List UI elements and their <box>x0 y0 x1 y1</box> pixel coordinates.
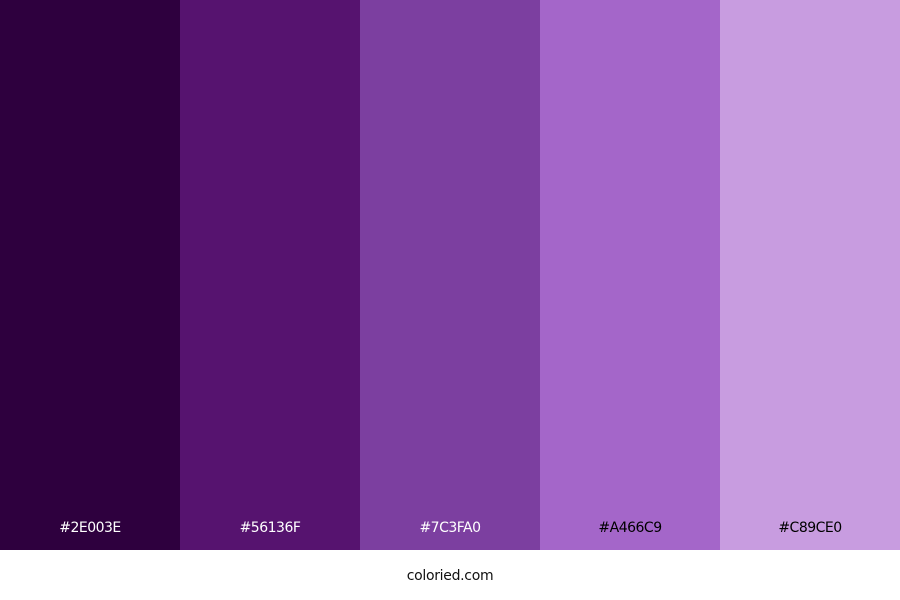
color-swatch[interactable]: #2E003E <box>0 0 180 550</box>
swatch-hex-label: #7C3FA0 <box>419 520 481 536</box>
swatch-hex-label: #56136F <box>239 520 301 536</box>
palette-swatches: #2E003E #56136F #7C3FA0 #A466C9 #C89CE0 <box>0 0 900 550</box>
color-swatch[interactable]: #C89CE0 <box>720 0 900 550</box>
swatch-hex-label: #C89CE0 <box>778 520 842 536</box>
color-swatch[interactable]: #A466C9 <box>540 0 720 550</box>
swatch-hex-label: #A466C9 <box>598 520 662 536</box>
swatch-hex-label: #2E003E <box>59 520 121 536</box>
site-footer[interactable]: coloried.com <box>406 568 494 584</box>
color-swatch[interactable]: #7C3FA0 <box>360 0 540 550</box>
color-swatch[interactable]: #56136F <box>180 0 360 550</box>
